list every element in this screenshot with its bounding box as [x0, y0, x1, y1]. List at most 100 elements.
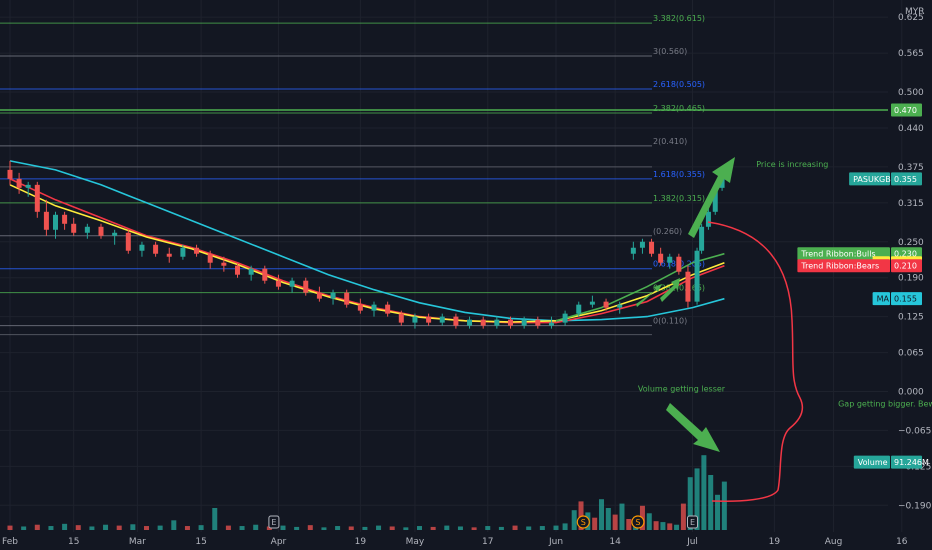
price-badge-value: 0.155 [894, 295, 917, 304]
candle-body [330, 292, 336, 299]
volume-bar [34, 524, 40, 530]
volume-bar [512, 525, 518, 530]
ma-series-line [9, 160, 725, 322]
price-badge-label-box [872, 292, 890, 306]
time-tick-label: Feb [2, 537, 18, 547]
candle-body [235, 265, 240, 275]
ribbon-up-arrow[interactable] [660, 278, 680, 302]
price-badge-value-box [891, 103, 922, 117]
candle-body [275, 280, 281, 287]
candle-body [371, 304, 377, 311]
volume-bar [130, 524, 136, 530]
candle-body [699, 226, 705, 251]
volume-bar [253, 524, 259, 530]
split-event-marker[interactable] [576, 515, 590, 529]
price-badge-value-box [891, 292, 922, 306]
volume-bar [694, 468, 700, 530]
volume-bar [612, 514, 618, 530]
split-event-marker[interactable] [631, 515, 645, 529]
time-tick-label: 19 [355, 537, 367, 547]
price-badge-value: 0.230 [894, 250, 917, 259]
ma-series-line [555, 252, 725, 322]
volume-bar [21, 526, 27, 530]
price-tick-label: 0.125 [898, 313, 924, 323]
time-tick-label: 15 [68, 537, 79, 547]
price-badge-label-box [853, 455, 890, 469]
time-tick-label: May [406, 537, 425, 547]
volume-bar [321, 527, 327, 530]
time-tick-label: Apr [271, 537, 287, 547]
volume-bar [646, 513, 652, 530]
volume-bar [225, 525, 231, 530]
candle-body [521, 319, 527, 326]
price-badge-label: Volume [858, 458, 888, 467]
fib-level-label: 2.382(0.465) [653, 104, 705, 113]
fib-level-label: 1.382(0.315) [653, 194, 705, 203]
earnings-event-marker[interactable] [687, 515, 698, 529]
candle-body [719, 178, 725, 188]
price-badge-value-box [891, 455, 922, 469]
price-tick-label: 0.440 [898, 124, 924, 134]
candle-body [289, 280, 295, 287]
candle-body [34, 184, 40, 212]
ribbon-up-arrow-small[interactable] [636, 284, 662, 307]
volume-bar [7, 525, 13, 530]
price-tick-label: 0.565 [898, 49, 924, 59]
volume-bar [715, 494, 721, 530]
earnings-event-label: E [690, 518, 695, 527]
candle-body [453, 316, 459, 326]
candle-body [676, 256, 682, 272]
candle-body [630, 247, 636, 254]
volume-bar [335, 526, 341, 530]
price-up-arrow[interactable] [688, 157, 735, 238]
candle-body [562, 313, 568, 323]
time-tick-label: Jun [548, 537, 563, 547]
price-tick-label: 0.190 [898, 274, 924, 284]
gap-curve[interactable] [707, 221, 804, 502]
candle-body [43, 211, 49, 230]
volume-bar [578, 501, 584, 530]
price-badge-value: 0.470 [894, 106, 917, 115]
volume-down-arrow[interactable] [666, 403, 720, 452]
volume-bar [680, 503, 686, 530]
candle-body [62, 214, 68, 224]
candle-body [639, 241, 645, 248]
time-axis[interactable]: Feb 15 Mar 15 Apr 19 May 17 Jun 14 Jul 19 Aug 16 [0, 532, 932, 550]
price-tick-label: 0.315 [898, 199, 924, 209]
volume-bar [389, 526, 395, 530]
candle-body [576, 304, 582, 314]
fib-level-label: 2(0.410) [653, 137, 687, 146]
candle-body [53, 214, 58, 230]
earnings-event-marker[interactable] [268, 515, 280, 529]
volume-bar [239, 526, 245, 530]
price-tick-label: 0.625 [898, 13, 924, 23]
candle-body [685, 271, 691, 302]
candle-body [617, 304, 623, 308]
candle-body [112, 232, 118, 236]
earnings-event-label: E [271, 518, 276, 527]
candle-body [139, 244, 145, 251]
volume-bar [48, 526, 54, 530]
candle-body [712, 187, 718, 212]
price-badge-label-box [797, 259, 890, 273]
volume-bar [667, 523, 673, 530]
volume-bar [592, 517, 598, 530]
candle-body [357, 304, 363, 311]
time-tick-label: 14 [609, 537, 621, 547]
volume-bar [674, 524, 680, 530]
volume-bar [62, 523, 68, 530]
time-tick-label: Mar [129, 537, 146, 547]
candle-body [694, 250, 700, 302]
time-tick-label: 19 [769, 537, 781, 547]
volume-bar [599, 499, 604, 530]
price-tick-label: −0.065 [898, 426, 931, 436]
candle-body [98, 226, 104, 236]
candlesticks [7, 160, 725, 329]
volume-bar [266, 526, 272, 530]
candle-body [467, 319, 473, 326]
price-tick-label: 0.500 [898, 88, 924, 98]
candle-body [412, 316, 418, 323]
